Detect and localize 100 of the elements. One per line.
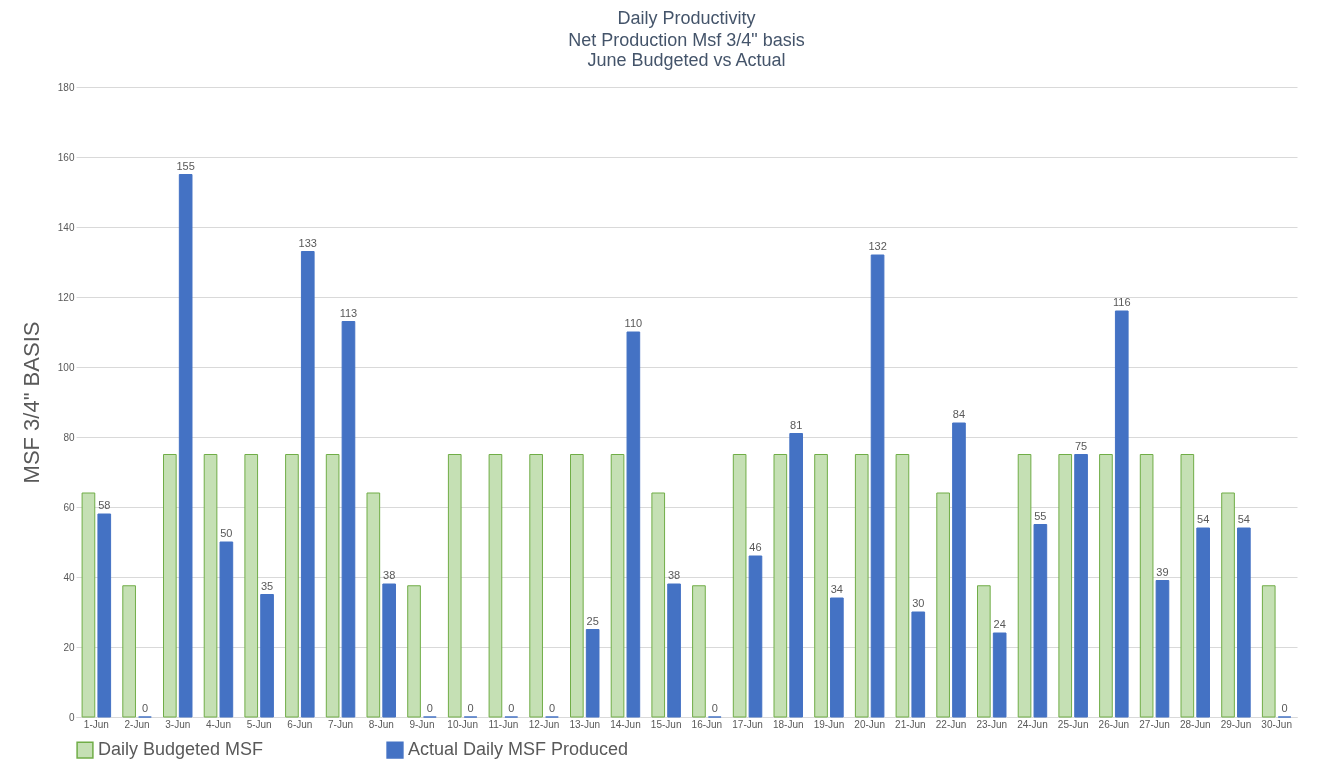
x-tick-label: 16-Jun — [691, 718, 723, 730]
data-label: 133 — [298, 236, 317, 249]
data-label: 0 — [1281, 702, 1288, 714]
x-tick-label: 13-Jun — [569, 718, 601, 730]
data-label: 58 — [98, 499, 111, 511]
bar — [585, 629, 600, 718]
bar — [325, 454, 340, 718]
data-label: 0 — [508, 702, 515, 714]
data-label: 84 — [952, 408, 966, 420]
data-label: 0 — [426, 702, 433, 714]
data-label: 75 — [1074, 439, 1088, 452]
y-tick-label: 60 — [63, 501, 75, 513]
x-tick-label: 15-Jun — [650, 718, 682, 730]
x-tick-label: 10-Jun — [447, 718, 478, 730]
bar — [911, 611, 926, 718]
bar — [1017, 454, 1032, 718]
y-tick-label: 100 — [57, 361, 75, 373]
bar — [610, 454, 625, 718]
x-tick-label: 2-Jun — [124, 718, 150, 730]
data-label: 30 — [912, 597, 925, 609]
data-label: 38 — [667, 569, 681, 581]
bar — [1099, 454, 1113, 718]
data-label: 113 — [339, 306, 358, 319]
bar — [667, 583, 681, 718]
y-tick-label: 80 — [63, 431, 75, 443]
bar — [1033, 524, 1048, 718]
x-tick-label: 4-Jun — [205, 718, 231, 730]
bar — [529, 454, 543, 718]
bar — [122, 585, 136, 718]
x-tick-label: 1-Jun — [83, 718, 109, 730]
data-label: 81 — [790, 418, 803, 431]
bar — [1139, 454, 1154, 718]
bar — [854, 454, 869, 718]
bar — [732, 454, 747, 718]
x-tick-label: 18-Jun — [772, 718, 804, 730]
bar — [178, 174, 193, 718]
bar — [1180, 454, 1195, 718]
bar — [626, 331, 641, 718]
bar — [219, 541, 234, 718]
y-tick-label: 160 — [57, 151, 75, 163]
data-label: 46 — [749, 541, 762, 553]
y-axis-title: MSF 3/4" BASIS — [18, 321, 44, 484]
chart-subtitle: Net Production Msf 3/4" basis June Budgeted vs Actual — [568, 30, 805, 70]
bar — [163, 454, 177, 718]
bar — [1155, 580, 1170, 718]
x-tick-label: 30-Jun — [1261, 718, 1292, 730]
bar — [748, 555, 763, 718]
bar — [870, 254, 885, 718]
bar — [366, 492, 381, 718]
legend-label: Daily Budgeted MSF — [98, 739, 264, 760]
data-label: 155 — [176, 159, 195, 172]
bar — [1074, 454, 1088, 718]
data-label: 116 — [1112, 296, 1131, 308]
x-tick-label: 9-Jun — [409, 718, 435, 730]
x-tick-label: 22-Jun — [935, 718, 967, 730]
y-tick-label: 40 — [63, 571, 75, 583]
y-tick-label: 20 — [63, 641, 75, 653]
bar — [260, 594, 274, 718]
x-tick-label: 5-Jun — [246, 718, 272, 730]
bar — [895, 454, 910, 718]
bar — [992, 632, 1007, 718]
bar — [651, 492, 666, 718]
data-label: 132 — [868, 240, 887, 252]
x-tick-label: 7-Jun — [328, 718, 354, 730]
bar — [977, 585, 991, 718]
bar — [407, 585, 421, 718]
bar — [488, 454, 503, 718]
bar — [936, 492, 950, 718]
bar — [570, 454, 584, 718]
data-label: 39 — [1156, 565, 1169, 578]
x-tick-label: 12-Jun — [528, 718, 560, 730]
bar — [203, 454, 218, 718]
bar — [300, 251, 315, 718]
data-label: 0 — [467, 702, 474, 714]
x-tick-label: 28-Jun — [1179, 718, 1211, 730]
data-label: 0 — [548, 702, 556, 714]
bar — [341, 321, 356, 718]
data-label: 35 — [260, 579, 274, 592]
x-tick-label: 24-Jun — [1017, 718, 1048, 730]
data-label: 25 — [586, 614, 599, 627]
y-tick-label: 180 — [57, 81, 75, 93]
bar — [382, 583, 396, 718]
x-tick-label: 19-Jun — [813, 718, 845, 730]
chart-title: Daily Productivity — [617, 8, 756, 28]
y-tick-label: 0 — [68, 711, 75, 723]
x-tick-label: 17-Jun — [732, 718, 763, 730]
x-tick-label: 21-Jun — [895, 718, 926, 730]
y-tick-label: 120 — [57, 291, 75, 303]
bar — [1237, 527, 1251, 718]
data-label: 110 — [624, 317, 643, 329]
x-tick-label: 6-Jun — [287, 718, 313, 730]
bar — [952, 422, 966, 718]
data-label: 54 — [1237, 513, 1250, 525]
bar — [789, 433, 803, 718]
bar — [244, 454, 259, 718]
bar — [447, 454, 462, 718]
data-label: 54 — [1197, 513, 1210, 525]
x-tick-label: 25-Jun — [1057, 718, 1089, 730]
bar — [1196, 527, 1210, 718]
bar — [285, 454, 299, 718]
